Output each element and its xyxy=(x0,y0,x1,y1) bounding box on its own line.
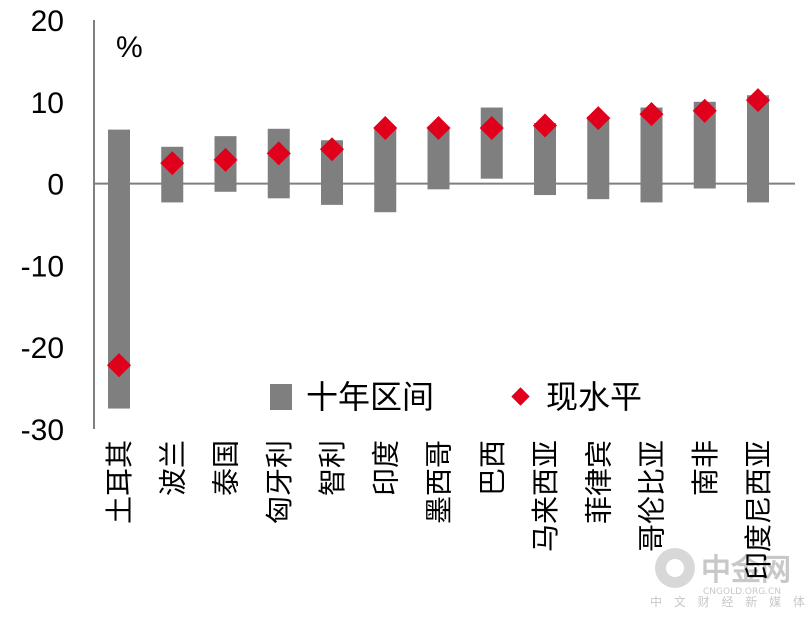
legend-swatch-range xyxy=(270,384,292,410)
current-marker xyxy=(479,115,504,140)
current-marker xyxy=(160,151,185,176)
y-tick-label: -30 xyxy=(21,414,64,447)
range-bar xyxy=(321,140,343,205)
watermark-site: CNGOLD.ORG.CN xyxy=(703,587,781,597)
range-bar xyxy=(747,95,769,203)
category-label: 哥伦比亚 xyxy=(636,440,669,552)
watermark-logo-inner xyxy=(666,559,684,577)
y-tick-label: 20 xyxy=(31,5,64,38)
watermark-tagline: 中 文 财 经 新 媒 体 xyxy=(650,594,809,609)
y-tick-label: 0 xyxy=(47,169,64,202)
current-marker xyxy=(213,147,238,172)
y-tick-label: -10 xyxy=(21,250,64,283)
range-bar xyxy=(640,107,663,203)
y-tick-label: 10 xyxy=(31,87,64,120)
legend-label-range: 十年区间 xyxy=(306,378,434,416)
range-bar xyxy=(108,129,130,409)
category-label: 智利 xyxy=(316,440,349,496)
y-tick-label: -20 xyxy=(21,332,64,365)
current-marker xyxy=(373,115,398,140)
range-bar xyxy=(587,116,610,200)
legend-marker-current xyxy=(511,387,530,406)
current-markers xyxy=(106,88,771,378)
current-marker xyxy=(106,353,132,378)
category-label: 墨西哥 xyxy=(423,440,456,524)
category-label: 印度 xyxy=(369,440,402,496)
category-label: 泰国 xyxy=(210,440,243,496)
watermark-name: 中金网 xyxy=(701,553,791,588)
current-marker xyxy=(319,137,345,162)
current-marker xyxy=(426,115,451,140)
category-label: 匈牙利 xyxy=(263,440,296,524)
category-labels: 土耳其 波兰 泰国 匈牙利 智利 印度 墨西哥 巴西 马来西亚 菲律宾 哥伦比亚 南非 印度尼西亚 xyxy=(103,440,775,580)
range-bar xyxy=(427,126,450,190)
unit-label: % xyxy=(116,31,143,64)
category-label: 马来西亚 xyxy=(529,440,562,552)
legend: 十年区间 现水平 xyxy=(270,378,642,416)
y-tick-labels: 20 10 0 -10 -20 -30 xyxy=(21,5,64,447)
category-label: 土耳其 xyxy=(103,440,136,524)
watermark: 中金网 CNGOLD.ORG.CN 中 文 财 经 新 媒 体 xyxy=(650,548,809,609)
range-bar xyxy=(374,128,397,213)
current-marker xyxy=(266,141,291,166)
category-label: 南非 xyxy=(689,440,722,496)
axes xyxy=(93,20,795,429)
category-label: 印度尼西亚 xyxy=(742,440,775,580)
category-label: 菲律宾 xyxy=(582,440,615,524)
legend-label-current: 现水平 xyxy=(546,378,642,416)
range-bar xyxy=(534,123,556,196)
category-label: 巴西 xyxy=(476,440,509,496)
category-label: 波兰 xyxy=(156,440,189,496)
range-bars xyxy=(108,95,769,409)
range-bar xyxy=(693,101,716,189)
